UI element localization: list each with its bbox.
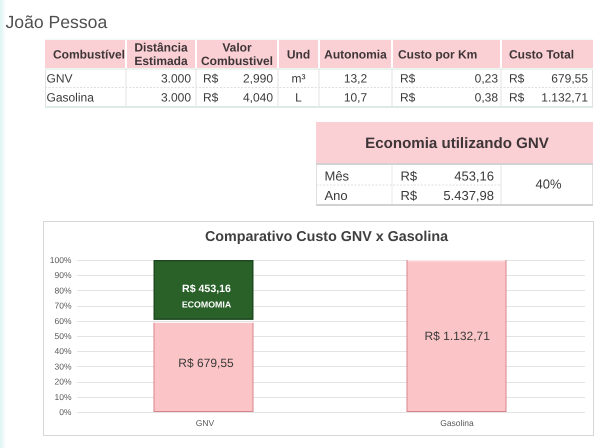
svg-text:GNV: GNV bbox=[196, 418, 215, 428]
svg-text:R$: R$ bbox=[203, 71, 219, 85]
svg-text:L: L bbox=[295, 90, 302, 104]
svg-text:10,7: 10,7 bbox=[344, 90, 368, 104]
svg-text:60%: 60% bbox=[54, 316, 71, 326]
svg-text:80%: 80% bbox=[54, 285, 71, 295]
svg-text:5.437,98: 5.437,98 bbox=[443, 188, 494, 203]
svg-text:40%: 40% bbox=[535, 177, 561, 192]
svg-text:453,16: 453,16 bbox=[454, 169, 494, 184]
svg-text:R$: R$ bbox=[509, 71, 525, 85]
svg-text:R$ 679,55: R$ 679,55 bbox=[178, 356, 234, 370]
svg-text:0%: 0% bbox=[59, 407, 72, 417]
svg-text:1.132,71: 1.132,71 bbox=[541, 90, 588, 104]
svg-text:2,990: 2,990 bbox=[243, 71, 273, 85]
svg-text:679,55: 679,55 bbox=[551, 71, 588, 85]
svg-text:R$: R$ bbox=[400, 90, 416, 104]
svg-text:0,38: 0,38 bbox=[475, 90, 499, 104]
svg-text:R$: R$ bbox=[203, 90, 219, 104]
svg-text:40%: 40% bbox=[54, 346, 71, 356]
svg-text:Distância: Distância bbox=[134, 41, 188, 55]
svg-text:10%: 10% bbox=[54, 392, 71, 402]
svg-text:20%: 20% bbox=[54, 377, 71, 387]
svg-text:Combustivel: Combustivel bbox=[201, 54, 273, 68]
svg-text:3.000: 3.000 bbox=[161, 90, 191, 104]
svg-text:Combustível: Combustível bbox=[53, 47, 125, 61]
svg-text:70%: 70% bbox=[54, 301, 71, 311]
svg-text:Mês: Mês bbox=[325, 169, 350, 184]
svg-text:100%: 100% bbox=[50, 255, 72, 265]
svg-text:Custo Total: Custo Total bbox=[509, 47, 574, 61]
svg-text:R$: R$ bbox=[400, 71, 416, 85]
svg-text:ECOMOMIA: ECOMOMIA bbox=[182, 299, 232, 309]
svg-text:4,040: 4,040 bbox=[243, 90, 273, 104]
svg-text:13,2: 13,2 bbox=[344, 71, 368, 85]
svg-text:GNV: GNV bbox=[47, 71, 73, 85]
svg-text:0,23: 0,23 bbox=[475, 71, 499, 85]
svg-text:3.000: 3.000 bbox=[161, 71, 191, 85]
svg-text:90%: 90% bbox=[54, 270, 71, 280]
svg-text:Gasolina: Gasolina bbox=[47, 90, 95, 104]
svg-text:Autonomia: Autonomia bbox=[324, 47, 387, 61]
svg-text:R$: R$ bbox=[401, 188, 418, 203]
svg-text:R$ 1.132,71: R$ 1.132,71 bbox=[425, 329, 491, 343]
svg-text:R$: R$ bbox=[401, 169, 418, 184]
svg-text:Ano: Ano bbox=[325, 188, 348, 203]
svg-text:Custo por Km: Custo por Km bbox=[398, 47, 477, 61]
svg-text:Estimada: Estimada bbox=[134, 54, 188, 68]
svg-text:Economia utilizando GNV: Economia utilizando GNV bbox=[365, 135, 549, 152]
svg-text:Comparativo Custo GNV x Gasoli: Comparativo Custo GNV x Gasolina bbox=[205, 229, 449, 245]
svg-text:João Pessoa: João Pessoa bbox=[6, 12, 108, 32]
svg-text:50%: 50% bbox=[54, 331, 71, 341]
svg-text:Valor: Valor bbox=[222, 41, 252, 55]
svg-text:Gasolina: Gasolina bbox=[440, 418, 474, 428]
svg-text:m³: m³ bbox=[292, 71, 306, 85]
svg-text:Und: Und bbox=[287, 47, 310, 61]
svg-text:30%: 30% bbox=[54, 361, 71, 371]
svg-text:R$ 453,16: R$ 453,16 bbox=[182, 283, 231, 295]
svg-text:R$: R$ bbox=[509, 90, 525, 104]
